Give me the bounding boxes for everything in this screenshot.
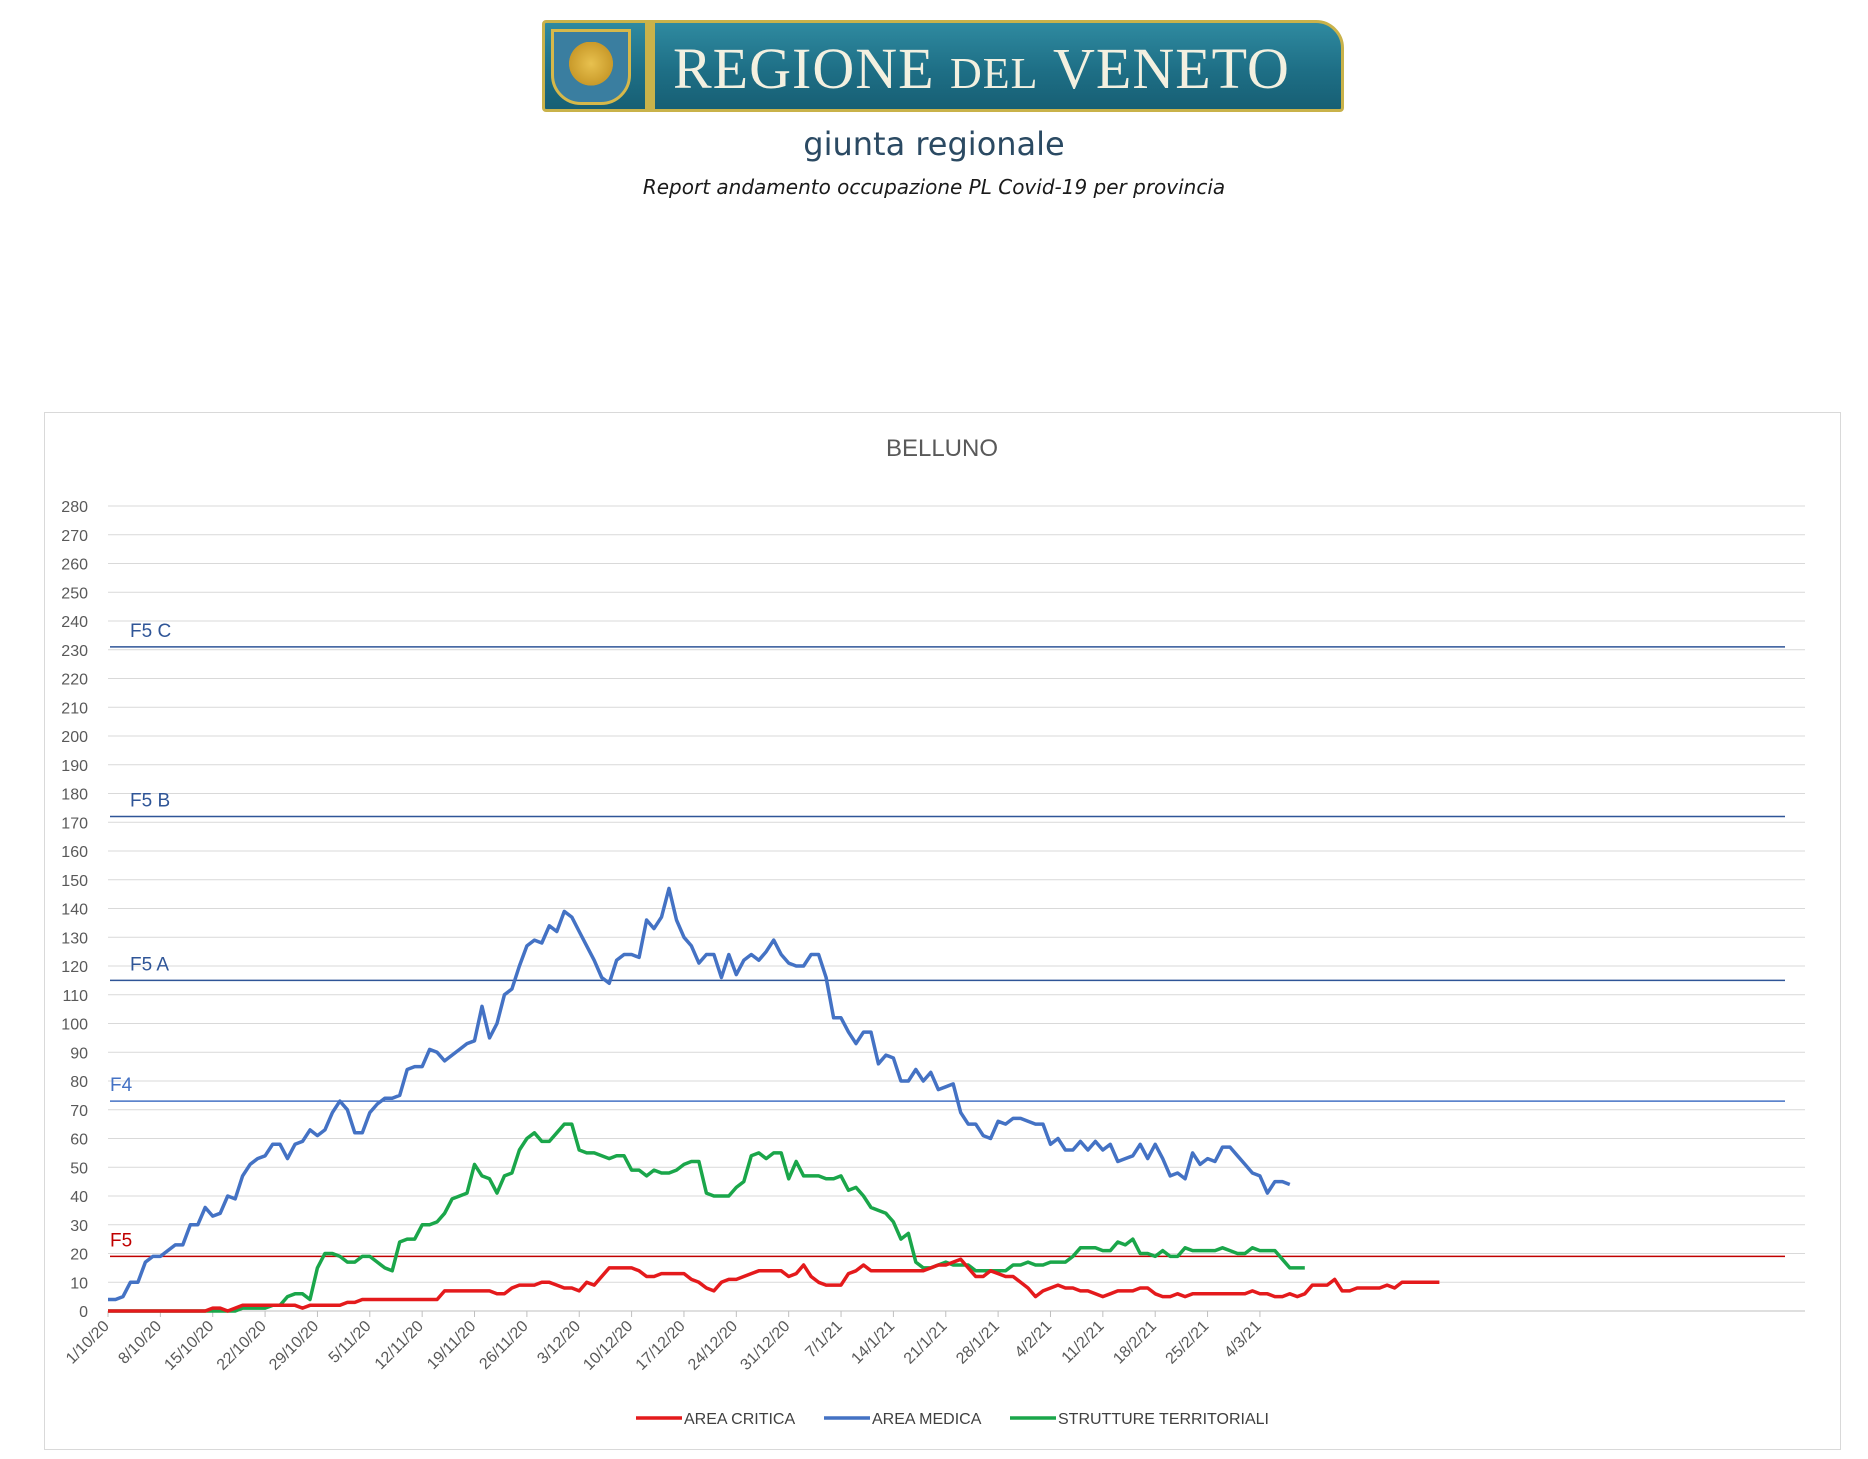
y-tick-label: 20 [70, 1247, 88, 1264]
giunta-regionale-subtitle: giunta regionale [803, 125, 1065, 163]
x-tick-label: 14/1/21 [848, 1318, 898, 1368]
x-tick-label: 15/10/20 [161, 1318, 217, 1374]
reference-label: F5 C [130, 621, 171, 642]
legend-entry: AREA MEDICA [872, 1411, 982, 1428]
x-tick-label: 17/12/20 [633, 1318, 689, 1374]
y-tick-label: 220 [61, 672, 88, 689]
x-tick-label: 4/3/21 [1221, 1318, 1265, 1362]
y-tick-label: 170 [61, 815, 88, 832]
y-tick-label: 40 [70, 1189, 88, 1206]
y-tick-label: 80 [70, 1074, 88, 1091]
x-tick-label: 12/11/20 [372, 1318, 427, 1373]
y-tick-label: 90 [70, 1045, 88, 1062]
y-tick-label: 50 [70, 1160, 88, 1177]
y-tick-label: 120 [61, 959, 88, 976]
chart-frame [44, 412, 1841, 1450]
report-title: Report andamento occupazione PL Covid-19… [642, 175, 1226, 199]
reference-label: F5 A [130, 954, 169, 975]
x-tick-label: 10/12/20 [580, 1318, 636, 1374]
regione-veneto-logo: REGIONE DEL VENETO [542, 20, 1344, 112]
y-tick-label: 140 [61, 902, 88, 919]
y-tick-label: 70 [70, 1103, 88, 1120]
y-tick-label: 230 [61, 643, 88, 660]
x-tick-label: 24/12/20 [685, 1318, 741, 1374]
x-tick-label: 4/2/21 [1012, 1318, 1056, 1362]
y-tick-label: 130 [61, 930, 88, 947]
y-tick-label: 100 [61, 1017, 88, 1034]
reference-label: F4 [110, 1075, 133, 1096]
lion-of-saint-mark-icon [551, 29, 631, 105]
x-tick-label: 8/10/20 [115, 1318, 165, 1368]
reference-lines: F5 C F5 B F5 A F4 F5 [110, 621, 1785, 1258]
logo-text: REGIONE DEL VENETO [673, 36, 1290, 101]
series-line-area-medica [108, 886, 1291, 1302]
legend: AREA CRITICA AREA MEDICA STRUTTURE TERRITO… [636, 1411, 1269, 1428]
legend-entry: STRUTTURE TERRITORIALI [1058, 1411, 1269, 1428]
y-tick-label: 160 [61, 844, 88, 861]
x-tick-label: 29/10/20 [266, 1318, 322, 1374]
x-tick-label: 11/2/21 [1059, 1318, 1108, 1367]
x-tick-label: 1/10/20 [63, 1318, 113, 1368]
y-tick-label: 200 [61, 729, 88, 746]
series-lines [108, 886, 1440, 1313]
report-header: REGIONE DEL VENETO giunta regionale Repo… [0, 0, 1868, 220]
y-tick-label: 0 [79, 1304, 88, 1321]
y-tick-label: 240 [61, 614, 88, 631]
y-tick-label: 60 [70, 1132, 88, 1149]
series-line-area-critica [108, 1257, 1440, 1313]
y-tick-label: 270 [61, 528, 88, 545]
y-tick-label: 190 [61, 758, 88, 775]
y-tick-label: 280 [61, 499, 88, 516]
x-tick-label: 3/12/20 [534, 1318, 584, 1368]
x-tick-label: 22/10/20 [214, 1318, 270, 1374]
x-tick-label: 5/11/20 [326, 1318, 375, 1367]
y-axis: 0 10 20 30 40 50 60 70 80 90 100 110 120 130 140 150 160… [61, 499, 88, 1321]
chart-title: BELLUNO [886, 435, 998, 462]
y-tick-label: 30 [70, 1218, 88, 1235]
x-tick-label: 28/1/21 [953, 1318, 1003, 1368]
y-tick-label: 110 [62, 988, 88, 1005]
y-tick-label: 180 [61, 787, 88, 804]
logo-separator [645, 23, 655, 109]
gridlines [108, 505, 1805, 1312]
series-line-strutture-territoriali [108, 1122, 1305, 1313]
y-tick-label: 210 [61, 700, 88, 717]
x-tick-label: 21/1/21 [901, 1318, 951, 1368]
y-tick-label: 150 [61, 873, 88, 890]
x-tick-label: 31/12/20 [737, 1318, 793, 1374]
x-tick-label: 25/2/21 [1163, 1318, 1213, 1368]
x-tick-label: 19/11/20 [424, 1318, 479, 1373]
x-tick-label: 26/11/20 [476, 1318, 531, 1373]
x-tick-label: 18/2/21 [1110, 1318, 1160, 1368]
reference-label: F5 B [130, 791, 170, 812]
y-tick-label: 250 [61, 585, 88, 602]
reference-label: F5 [110, 1230, 132, 1251]
x-tick-label: 7/1/21 [802, 1318, 846, 1362]
y-tick-label: 10 [70, 1275, 88, 1292]
legend-entry: AREA CRITICA [684, 1411, 795, 1428]
y-tick-label: 260 [61, 557, 88, 574]
